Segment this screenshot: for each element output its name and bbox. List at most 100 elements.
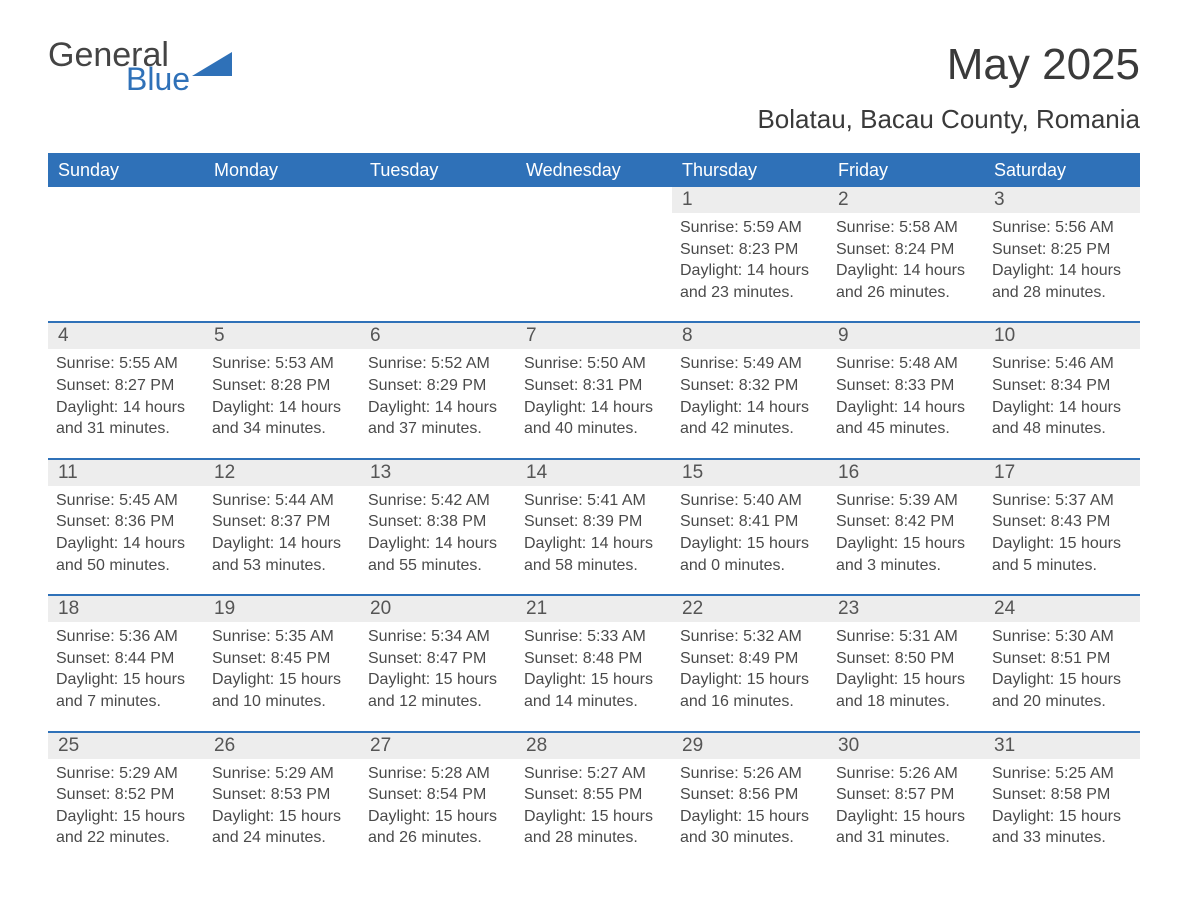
- day-cell: 4Sunrise: 5:55 AMSunset: 8:27 PMDaylight…: [48, 323, 204, 457]
- sunrise-text: Sunrise: 5:58 AM: [836, 217, 976, 239]
- day-cell: 31Sunrise: 5:25 AMSunset: 8:58 PMDayligh…: [984, 733, 1140, 867]
- day-body: Sunrise: 5:26 AMSunset: 8:56 PMDaylight:…: [672, 759, 828, 849]
- day-number: 8: [672, 323, 828, 349]
- daylight-text: Daylight: 15 hours and 3 minutes.: [836, 533, 976, 576]
- day-cell: 7Sunrise: 5:50 AMSunset: 8:31 PMDaylight…: [516, 323, 672, 457]
- sunrise-text: Sunrise: 5:27 AM: [524, 763, 664, 785]
- daylight-text: Daylight: 14 hours and 42 minutes.: [680, 397, 820, 440]
- sunset-text: Sunset: 8:23 PM: [680, 239, 820, 261]
- brand-text: General Blue: [48, 40, 190, 93]
- day-cell: 11Sunrise: 5:45 AMSunset: 8:36 PMDayligh…: [48, 460, 204, 594]
- day-number: 14: [516, 460, 672, 486]
- daylight-text: Daylight: 14 hours and 40 minutes.: [524, 397, 664, 440]
- day-cell: 9Sunrise: 5:48 AMSunset: 8:33 PMDaylight…: [828, 323, 984, 457]
- sunrise-text: Sunrise: 5:34 AM: [368, 626, 508, 648]
- day-body: Sunrise: 5:29 AMSunset: 8:52 PMDaylight:…: [48, 759, 204, 849]
- sunrise-text: Sunrise: 5:59 AM: [680, 217, 820, 239]
- sunrise-text: Sunrise: 5:31 AM: [836, 626, 976, 648]
- day-body: Sunrise: 5:31 AMSunset: 8:50 PMDaylight:…: [828, 622, 984, 712]
- sunset-text: Sunset: 8:39 PM: [524, 511, 664, 533]
- day-cell: 8 Sunrise: 5:49 AMSunset: 8:32 PMDaylight…: [672, 323, 828, 457]
- sunset-text: Sunset: 8:38 PM: [368, 511, 508, 533]
- daylight-text: Daylight: 14 hours and 53 minutes.: [212, 533, 352, 576]
- sunrise-text: Sunrise: 5:49 AM: [680, 353, 820, 375]
- daylight-text: Daylight: 14 hours and 58 minutes.: [524, 533, 664, 576]
- day-number: 20: [360, 596, 516, 622]
- day-body: Sunrise: 5:52 AMSunset: 8:29 PMDaylight:…: [360, 349, 516, 439]
- sunrise-text: Sunrise: 5:25 AM: [992, 763, 1132, 785]
- sunrise-text: Sunrise: 5:44 AM: [212, 490, 352, 512]
- day-number: 23: [828, 596, 984, 622]
- day-number: 7: [516, 323, 672, 349]
- day-cell: 30Sunrise: 5:26 AMSunset: 8:57 PMDayligh…: [828, 733, 984, 867]
- day-body: Sunrise: 5:29 AMSunset: 8:53 PMDaylight:…: [204, 759, 360, 849]
- day-body: Sunrise: 5:45 AMSunset: 8:36 PMDaylight:…: [48, 486, 204, 576]
- sunrise-text: Sunrise: 5:50 AM: [524, 353, 664, 375]
- page-container: General Blue May 2025 Bolatau, Bacau Cou…: [0, 0, 1188, 915]
- daylight-text: Daylight: 15 hours and 14 minutes.: [524, 669, 664, 712]
- day-body: Sunrise: 5:33 AMSunset: 8:48 PMDaylight:…: [516, 622, 672, 712]
- weekday-header: Sunday: [48, 160, 204, 181]
- weekday-header: Tuesday: [360, 160, 516, 181]
- weekday-header: Thursday: [672, 160, 828, 181]
- sunset-text: Sunset: 8:50 PM: [836, 648, 976, 670]
- day-number: 10: [984, 323, 1140, 349]
- day-cell: 25Sunrise: 5:29 AMSunset: 8:52 PMDayligh…: [48, 733, 204, 867]
- sunrise-text: Sunrise: 5:29 AM: [212, 763, 352, 785]
- weekday-header-row: SundayMondayTuesdayWednesdayThursdayFrid…: [48, 153, 1140, 187]
- day-cell: 21Sunrise: 5:33 AMSunset: 8:48 PMDayligh…: [516, 596, 672, 730]
- sunrise-text: Sunrise: 5:45 AM: [56, 490, 196, 512]
- day-cell: .: [360, 187, 516, 321]
- sunset-text: Sunset: 8:43 PM: [992, 511, 1132, 533]
- brand-logo: General Blue: [48, 40, 232, 93]
- sunset-text: Sunset: 8:51 PM: [992, 648, 1132, 670]
- sunrise-text: Sunrise: 5:30 AM: [992, 626, 1132, 648]
- daylight-text: Daylight: 14 hours and 31 minutes.: [56, 397, 196, 440]
- day-cell: .: [516, 187, 672, 321]
- sunrise-text: Sunrise: 5:40 AM: [680, 490, 820, 512]
- daylight-text: Daylight: 14 hours and 37 minutes.: [368, 397, 508, 440]
- day-cell: 22Sunrise: 5:32 AMSunset: 8:49 PMDayligh…: [672, 596, 828, 730]
- sunset-text: Sunset: 8:56 PM: [680, 784, 820, 806]
- week-row: 4Sunrise: 5:55 AMSunset: 8:27 PMDaylight…: [48, 321, 1140, 457]
- day-number: 9: [828, 323, 984, 349]
- day-number: 26: [204, 733, 360, 759]
- day-number: 2: [828, 187, 984, 213]
- sunrise-text: Sunrise: 5:37 AM: [992, 490, 1132, 512]
- day-body: Sunrise: 5:41 AMSunset: 8:39 PMDaylight:…: [516, 486, 672, 576]
- sunrise-text: Sunrise: 5:32 AM: [680, 626, 820, 648]
- sunset-text: Sunset: 8:42 PM: [836, 511, 976, 533]
- sunset-text: Sunset: 8:28 PM: [212, 375, 352, 397]
- day-number: 6: [360, 323, 516, 349]
- sunset-text: Sunset: 8:49 PM: [680, 648, 820, 670]
- weeks-container: ....1Sunrise: 5:59 AMSunset: 8:23 PMDayl…: [48, 187, 1140, 867]
- day-number: 15: [672, 460, 828, 486]
- daylight-text: Daylight: 15 hours and 30 minutes.: [680, 806, 820, 849]
- day-cell: .: [48, 187, 204, 321]
- day-body: Sunrise: 5:56 AMSunset: 8:25 PMDaylight:…: [984, 213, 1140, 303]
- sunset-text: Sunset: 8:36 PM: [56, 511, 196, 533]
- daylight-text: Daylight: 15 hours and 20 minutes.: [992, 669, 1132, 712]
- day-number: 30: [828, 733, 984, 759]
- brand-word-2: Blue: [126, 65, 190, 94]
- weekday-header: Saturday: [984, 160, 1140, 181]
- daylight-text: Daylight: 15 hours and 26 minutes.: [368, 806, 508, 849]
- day-cell: 10Sunrise: 5:46 AMSunset: 8:34 PMDayligh…: [984, 323, 1140, 457]
- day-cell: 6Sunrise: 5:52 AMSunset: 8:29 PMDaylight…: [360, 323, 516, 457]
- sunrise-text: Sunrise: 5:29 AM: [56, 763, 196, 785]
- sunset-text: Sunset: 8:25 PM: [992, 239, 1132, 261]
- daylight-text: Daylight: 15 hours and 5 minutes.: [992, 533, 1132, 576]
- day-number: 28: [516, 733, 672, 759]
- day-number: 27: [360, 733, 516, 759]
- daylight-text: Daylight: 15 hours and 28 minutes.: [524, 806, 664, 849]
- day-body: Sunrise: 5:34 AMSunset: 8:47 PMDaylight:…: [360, 622, 516, 712]
- day-number: 19: [204, 596, 360, 622]
- day-cell: 12Sunrise: 5:44 AMSunset: 8:37 PMDayligh…: [204, 460, 360, 594]
- sunset-text: Sunset: 8:32 PM: [680, 375, 820, 397]
- sunset-text: Sunset: 8:44 PM: [56, 648, 196, 670]
- day-number: 31: [984, 733, 1140, 759]
- day-body: Sunrise: 5:32 AMSunset: 8:49 PMDaylight:…: [672, 622, 828, 712]
- day-cell: .: [204, 187, 360, 321]
- daylight-text: Daylight: 15 hours and 10 minutes.: [212, 669, 352, 712]
- day-number: 11: [48, 460, 204, 486]
